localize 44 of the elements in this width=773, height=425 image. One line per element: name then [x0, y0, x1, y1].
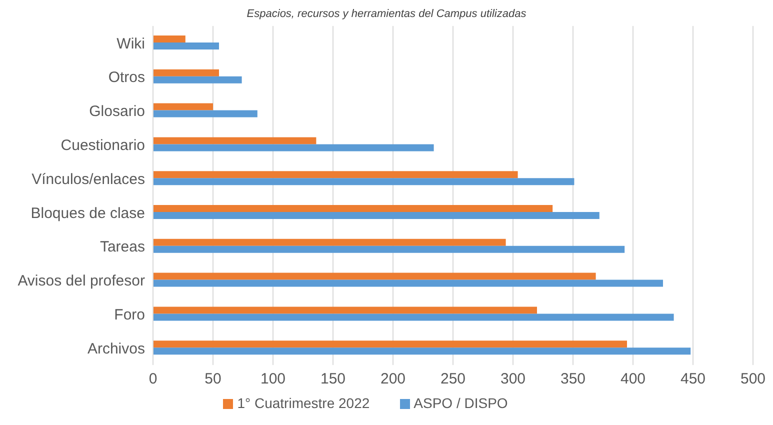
- bar: [153, 137, 316, 144]
- legend-label: 1° Cuatrimestre 2022: [237, 395, 370, 411]
- bar: [153, 110, 258, 118]
- chart-title: Espacios, recursos y herramientas del Campus utilizadas: [246, 8, 528, 20]
- y-tick-label: Avisos del profesor: [18, 272, 145, 290]
- bar: [153, 204, 553, 212]
- bar: [153, 246, 625, 253]
- y-tick-label: Archivos: [87, 340, 145, 358]
- y-tick-label: Bloques de clase: [30, 204, 145, 222]
- x-tick-label: 450: [680, 370, 706, 388]
- bar: [153, 144, 434, 152]
- x-tick-label: 50: [204, 370, 222, 388]
- x-tick-label: 200: [380, 370, 406, 388]
- y-tick-label: Cuestionario: [60, 136, 145, 154]
- bar: [153, 42, 219, 50]
- x-tick-label: 100: [260, 370, 286, 388]
- bar: [153, 340, 627, 348]
- bar: [153, 76, 242, 84]
- bar: [153, 178, 574, 186]
- bar: [153, 103, 213, 110]
- bar: [153, 69, 219, 76]
- y-tick-label: Glosario: [89, 103, 145, 120]
- y-tick-label: Otros: [108, 69, 145, 86]
- x-tick-label: 300: [500, 370, 526, 388]
- bar: [153, 314, 674, 321]
- bar: [153, 272, 596, 280]
- bar: [153, 171, 518, 178]
- bar: [153, 306, 537, 314]
- bar: [153, 280, 663, 287]
- y-tick-label: Wiki: [116, 35, 145, 52]
- x-tick-label: 400: [620, 370, 646, 388]
- bar: [153, 348, 691, 355]
- legend-label: ASPO / DISPO: [414, 395, 508, 411]
- y-tick-label: Foro: [114, 306, 145, 324]
- x-tick-label: 0: [148, 370, 158, 388]
- x-tick-label: 500: [740, 370, 766, 388]
- x-tick-label: 150: [320, 370, 346, 388]
- y-tick-label: Tareas: [100, 238, 145, 256]
- x-tick-label: 350: [560, 370, 586, 388]
- bar: [153, 35, 186, 42]
- bar: [153, 238, 506, 246]
- y-tick-label: Vínculos/enlaces: [32, 170, 145, 188]
- x-tick-label: 250: [440, 370, 466, 388]
- bar: [153, 212, 600, 219]
